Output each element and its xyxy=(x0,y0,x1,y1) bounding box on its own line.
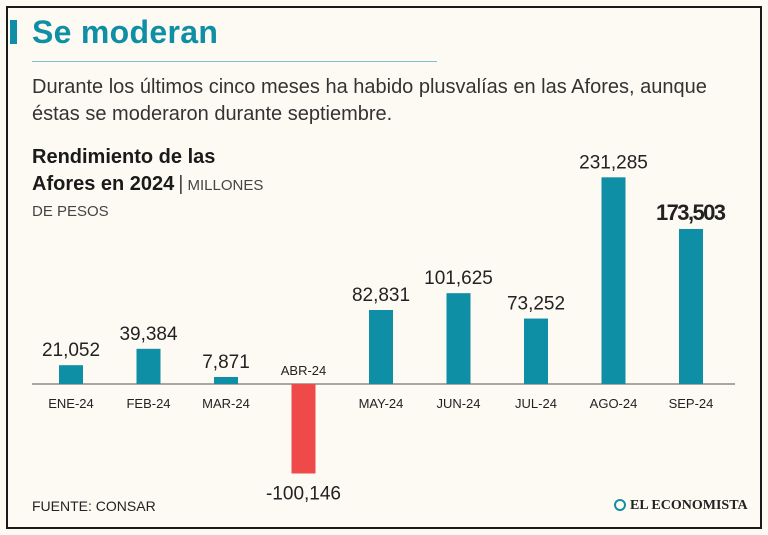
value-label: 173,503 xyxy=(656,200,726,225)
value-label: 101,625 xyxy=(424,268,493,289)
bar-sep-24 xyxy=(679,228,703,384)
value-label: -100,146 xyxy=(266,483,341,504)
chart-title-line2-wrap: Afores en 2024 | MILLONES xyxy=(32,171,263,199)
bar-mar-24 xyxy=(214,376,238,384)
chart-title: Rendimiento de las Afores en 2024 | MILLON… xyxy=(32,144,263,199)
title-accent-bar xyxy=(10,20,17,44)
value-label: 21,052 xyxy=(42,340,100,361)
brand-icon xyxy=(614,499,626,511)
category-label: SEP-24 xyxy=(669,396,714,411)
chart-title-line2: Afores en 2024 xyxy=(32,173,175,195)
brand-logo: EL ECONOMISTA xyxy=(614,498,748,514)
bar-jun-24 xyxy=(446,293,471,384)
category-label: ENE-24 xyxy=(48,396,94,411)
value-label: 231,285 xyxy=(579,152,648,173)
value-label: 7,871 xyxy=(202,352,250,373)
value-label: 82,831 xyxy=(352,285,410,306)
chart-unit-label-2: DE PESOS xyxy=(32,203,109,220)
bar-ago-24 xyxy=(601,177,626,384)
category-label: MAY-24 xyxy=(359,396,404,411)
value-label: 73,252 xyxy=(507,294,565,315)
subtitle: Durante los últimos cinco meses ha habid… xyxy=(32,76,707,125)
bar-feb-24 xyxy=(136,348,161,384)
infographic-card xyxy=(6,6,762,529)
bar-jul-24 xyxy=(524,318,548,384)
title-divider xyxy=(32,61,437,62)
category-label: AGO-24 xyxy=(590,396,638,411)
bar-ene-24 xyxy=(59,365,83,384)
category-label: JUL-24 xyxy=(515,396,557,411)
brand-name: EL ECONOMISTA xyxy=(630,498,748,513)
category-label: JUN-24 xyxy=(436,396,480,411)
bar-may-24 xyxy=(369,309,393,384)
chart-unit-label: MILLONES xyxy=(187,177,264,194)
value-label: 39,384 xyxy=(119,324,178,345)
chart-title-line1: Rendimiento de las xyxy=(32,146,216,168)
category-label: MAR-24 xyxy=(202,396,250,411)
category-label: ABR-24 xyxy=(281,363,327,378)
bar-abr-24 xyxy=(291,384,316,474)
category-label: FEB-24 xyxy=(126,396,170,411)
page-title: Se moderan xyxy=(32,14,219,50)
chart-title-separator: | xyxy=(178,173,184,195)
source-note: FUENTE: CONSAR xyxy=(32,498,156,514)
